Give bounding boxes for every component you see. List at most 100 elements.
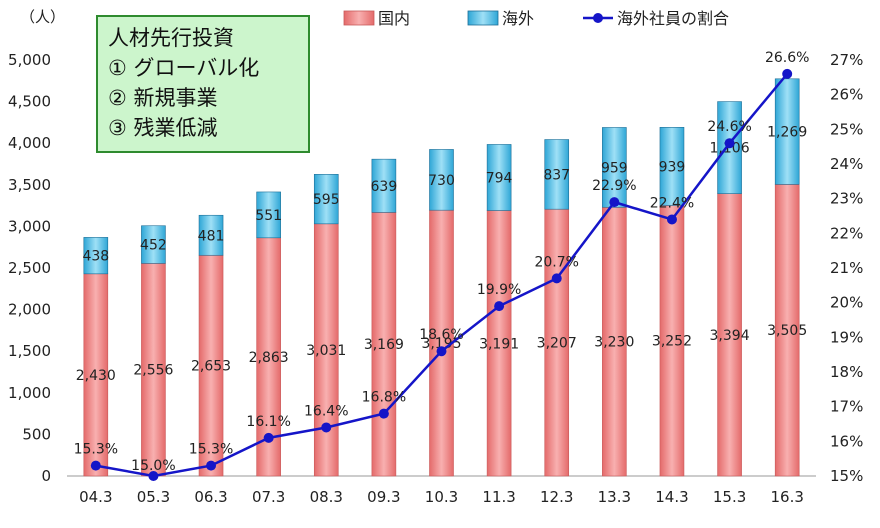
note-item: ② 新規事業: [108, 86, 218, 110]
data-label-overseas: 939: [659, 159, 686, 175]
ratio-point: [724, 138, 735, 149]
note-title: 人材先行投資: [108, 26, 234, 50]
bar-domestic: [717, 193, 742, 477]
y-tick-label-left: 4,000: [8, 134, 51, 152]
data-label-ratio: 22.9%: [592, 178, 636, 194]
bar-domestic: [313, 223, 339, 477]
ratio-point: [378, 408, 389, 419]
bar-overseas: [659, 127, 685, 206]
y-tick-label-right: 18%: [830, 363, 863, 381]
y-tick-label-left: 0: [41, 467, 51, 485]
x-tick-label: 13.3: [598, 488, 631, 506]
x-tick-label: 06.3: [194, 488, 227, 506]
data-label-overseas: 794: [486, 170, 513, 186]
data-label-overseas: 481: [198, 228, 225, 244]
y-tick-label-left: 2,000: [8, 301, 51, 319]
y-tick-label-left: 2,500: [8, 259, 51, 277]
bar-domestic: [83, 273, 109, 477]
bar-overseas: [198, 214, 224, 256]
data-label-domestic: 3,505: [767, 323, 807, 339]
ratio-point: [666, 214, 677, 225]
bar-overseas: [83, 237, 109, 275]
data-label-ratio: 22.4%: [650, 195, 694, 211]
ratio-point: [321, 422, 332, 433]
y-axis-unit-label: （人）: [20, 8, 65, 26]
ratio-point: [436, 346, 447, 357]
x-tick-label: 04.3: [79, 488, 112, 506]
bar-overseas: [371, 158, 397, 213]
y-tick-label-right: 26%: [830, 86, 863, 104]
bar-overseas: [602, 127, 627, 208]
data-label-ratio: 16.1%: [246, 414, 290, 430]
data-label-overseas: 959: [601, 160, 628, 176]
y-tick-label-left: 1,000: [8, 384, 51, 402]
data-label-domestic: 3,230: [594, 335, 634, 351]
y-tick-label-right: 15%: [830, 467, 863, 485]
x-tick-label: 14.3: [655, 488, 688, 506]
legend-label-overseas: 海外: [502, 9, 534, 28]
x-tick-label: 08.3: [310, 488, 343, 506]
y-tick-label-left: 3,500: [8, 176, 51, 194]
data-label-ratio: 26.6%: [765, 50, 809, 66]
legend-label-ratio: 海外社員の割合: [617, 9, 729, 28]
y-tick-label-right: 25%: [830, 120, 863, 138]
data-label-ratio: 15.0%: [131, 458, 175, 474]
bar-overseas: [774, 78, 800, 185]
y-tick-label-right: 27%: [830, 51, 863, 69]
data-label-overseas: 551: [255, 208, 282, 224]
ratio-point: [206, 460, 217, 471]
data-label-domestic: 3,169: [364, 337, 404, 353]
data-label-ratio: 15.3%: [189, 442, 233, 458]
x-tick-label: 07.3: [252, 488, 285, 506]
bar-overseas: [429, 149, 454, 211]
bar-overseas: [141, 225, 166, 264]
ratio-point: [551, 273, 562, 284]
bar-domestic: [602, 206, 627, 477]
y-tick-label-right: 20%: [830, 294, 863, 312]
y-tick-label-right: 16%: [830, 432, 863, 450]
y-tick-label-left: 5,000: [8, 51, 51, 69]
bar-domestic: [141, 263, 166, 477]
note-box: 人材先行投資 ① グローバル化 ② 新規事業 ③ 残業低減: [96, 15, 310, 153]
data-label-ratio: 18.6%: [419, 327, 463, 343]
data-label-domestic: 3,207: [537, 336, 577, 352]
data-label-overseas: 837: [543, 167, 570, 183]
data-label-domestic: 2,430: [76, 368, 116, 384]
y-tick-label-right: 19%: [830, 328, 863, 346]
bar-overseas: [486, 144, 512, 211]
x-tick-label: 15.3: [713, 488, 746, 506]
ratio-point: [148, 471, 159, 481]
data-label-ratio: 24.6%: [707, 119, 751, 135]
y-tick-label-right: 23%: [830, 190, 863, 208]
data-label-domestic: 2,556: [133, 363, 173, 379]
data-label-ratio: 20.7%: [534, 254, 578, 270]
data-label-domestic: 3,252: [652, 334, 692, 350]
ratio-point: [609, 197, 620, 208]
y-tick-label-left: 1,500: [8, 342, 51, 360]
note-item: ③ 残業低減: [108, 116, 218, 140]
data-label-ratio: 16.8%: [362, 390, 406, 406]
data-label-overseas: 438: [82, 249, 109, 265]
y-tick-label-right: 22%: [830, 224, 863, 242]
note-item: ① グローバル化: [108, 56, 260, 80]
data-label-ratio: 19.9%: [477, 282, 521, 298]
data-label-overseas: 1,269: [767, 125, 807, 141]
x-tick-label: 12.3: [540, 488, 573, 506]
bar-domestic: [371, 212, 397, 477]
data-label-domestic: 3,195: [421, 336, 461, 352]
legend-swatch-overseas: [467, 10, 499, 26]
bar-domestic: [544, 208, 570, 477]
y-tick-label-left: 4,500: [8, 93, 51, 111]
data-label-ratio: 15.3%: [74, 442, 118, 458]
data-label-domestic: 3,191: [479, 336, 519, 352]
data-label-domestic: 3,394: [710, 328, 750, 344]
y-tick-label-left: 3,000: [8, 217, 51, 235]
data-label-overseas: 639: [371, 179, 398, 195]
data-label-overseas: 730: [428, 173, 455, 189]
ratio-point: [782, 68, 793, 79]
x-tick-label: 16.3: [770, 488, 803, 506]
ratio-point: [494, 301, 505, 312]
x-tick-label: 09.3: [367, 488, 400, 506]
data-label-overseas: 452: [140, 238, 167, 254]
